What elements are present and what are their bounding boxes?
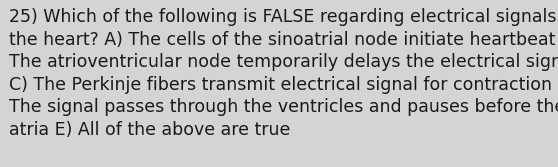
Text: 25) Which of the following is FALSE regarding electrical signals in
the heart? A: 25) Which of the following is FALSE rega… [9, 8, 558, 139]
